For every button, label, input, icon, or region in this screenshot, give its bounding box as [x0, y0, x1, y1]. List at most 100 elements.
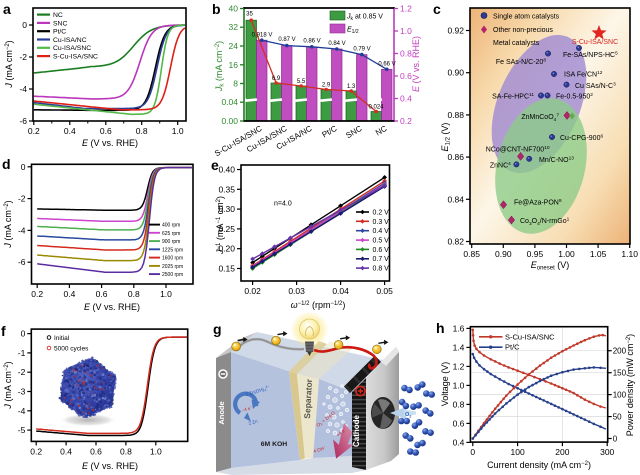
svg-text:0.8: 0.8 [400, 49, 412, 59]
svg-text:0.4: 0.4 [63, 289, 75, 299]
svg-text:Anode: Anode [217, 401, 226, 424]
svg-text:−4 e−: −4 e− [241, 405, 253, 413]
svg-text:1.3: 1.3 [347, 84, 356, 90]
svg-text:0.86: 0.86 [447, 152, 464, 162]
svg-text:625 rpm: 625 rpm [162, 231, 180, 237]
svg-text:0.35: 0.35 [218, 184, 235, 194]
svg-text:0.84 V: 0.84 V [328, 41, 345, 47]
svg-text:1600 rpm: 1600 rpm [162, 256, 183, 262]
svg-text:Metal catalysts: Metal catalysts [493, 40, 540, 47]
svg-text:E1/2: E1/2 [347, 27, 359, 36]
svg-text:-2: -2 [18, 194, 26, 204]
svg-text:Current density (mA cm−2): Current density (mA cm−2) [487, 460, 591, 470]
svg-text:400 rpm: 400 rpm [162, 223, 180, 229]
svg-text:0.8: 0.8 [128, 289, 140, 299]
svg-text:Cathode: Cathode [352, 414, 361, 447]
svg-text:0.04: 0.04 [332, 286, 349, 296]
svg-text:1.0: 1.0 [400, 26, 412, 36]
svg-text:0: 0 [613, 435, 618, 444]
svg-text:S-Cu-ISA/SNC: S-Cu-ISA/SNC [572, 39, 618, 46]
svg-text:0.02: 0.02 [244, 286, 261, 296]
svg-text:1.00: 1.00 [558, 249, 575, 259]
svg-text:0.4: 0.4 [60, 446, 72, 456]
svg-text:J−1 (mA−1 cm2): J−1 (mA−1 cm2) [215, 196, 225, 255]
svg-text:-2: -2 [18, 367, 26, 377]
svg-text:J (mA cm−2): J (mA cm−2) [4, 40, 14, 88]
svg-text:E (V vs. RHE): E (V vs. RHE) [84, 302, 140, 312]
svg-text:Jk at 0.85 V: Jk at 0.85 V [346, 14, 383, 23]
svg-text:16: 16 [229, 60, 239, 70]
svg-text:1.6: 1.6 [453, 323, 465, 333]
svg-text:f: f [1, 323, 6, 339]
svg-text:1.4: 1.4 [453, 342, 465, 352]
svg-text:1.0: 1.0 [150, 446, 162, 456]
svg-text:ZnMnCoO47: ZnMnCoO47 [521, 113, 559, 124]
svg-text:0.2: 0.2 [31, 289, 43, 299]
svg-text:32: 32 [229, 22, 239, 32]
svg-text:5.5: 5.5 [297, 79, 306, 85]
svg-text:0.15: 0.15 [218, 264, 235, 274]
svg-text:0.95: 0.95 [527, 249, 544, 259]
svg-text:2500 rpm: 2500 rpm [162, 272, 183, 278]
svg-text:Fe-SAs/NPS-HC5: Fe-SAs/NPS-HC5 [563, 51, 618, 60]
svg-text:0.4: 0.4 [64, 126, 76, 136]
svg-text:0.84: 0.84 [447, 194, 464, 204]
svg-text:Power density (mW cm−2): Power density (mW cm−2) [625, 334, 635, 436]
svg-text:+4 e−: +4 e− [335, 427, 347, 438]
svg-text:-4: -4 [18, 225, 26, 235]
svg-text:-4: -4 [19, 84, 27, 94]
svg-text:0.6: 0.6 [96, 289, 108, 299]
svg-text:E1/2 (V): E1/2 (V) [440, 123, 452, 152]
svg-text:6.9: 6.9 [272, 76, 281, 82]
svg-text:Jk (mA cm−2): Jk (mA cm−2) [214, 41, 226, 92]
svg-text:-5: -5 [18, 425, 26, 435]
svg-text:300: 300 [600, 447, 614, 457]
svg-text:SNC: SNC [53, 20, 67, 27]
svg-text:-4: -4 [18, 406, 26, 416]
svg-text:0: 0 [21, 162, 26, 172]
svg-text:5000 cycles: 5000 cycles [54, 346, 89, 353]
svg-text:24: 24 [229, 41, 239, 51]
svg-text:0.25: 0.25 [218, 224, 235, 234]
svg-text:1.0: 1.0 [453, 380, 465, 390]
svg-text:e: e [211, 157, 219, 173]
svg-text:40: 40 [229, 4, 239, 14]
svg-text:1.10: 1.10 [621, 249, 638, 259]
svg-text:ISA Fe/CN12: ISA Fe/CN12 [564, 70, 603, 79]
svg-text:ZnNC4: ZnNC4 [490, 161, 511, 170]
svg-text:Pt/C: Pt/C [505, 343, 520, 352]
svg-text:0.6: 0.6 [400, 71, 412, 81]
svg-text:J (mA cm−2): J (mA cm−2) [3, 200, 13, 248]
svg-text:200: 200 [613, 347, 627, 356]
svg-text:150: 150 [613, 369, 627, 378]
svg-text:E (V vs. RHE): E (V vs. RHE) [82, 138, 138, 148]
svg-text:0.90: 0.90 [495, 249, 512, 259]
svg-text:O2: O2 [405, 412, 412, 419]
svg-text:1.05: 1.05 [590, 249, 607, 259]
svg-text:1.2: 1.2 [400, 4, 412, 14]
svg-text:1.0: 1.0 [160, 289, 172, 299]
svg-text:-1: -1 [18, 348, 26, 358]
svg-text:0.8: 0.8 [453, 399, 465, 409]
svg-text:g: g [213, 321, 222, 337]
svg-text:Voltage (V): Voltage (V) [440, 362, 450, 407]
svg-text:1225 rpm: 1225 rpm [162, 247, 183, 253]
svg-text:0.85: 0.85 [463, 249, 480, 259]
svg-text:0.024: 0.024 [368, 105, 384, 111]
svg-text:0.40: 0.40 [218, 165, 235, 175]
svg-text:0.4 V: 0.4 V [373, 228, 390, 235]
svg-text:Other non-precious: Other non-precious [493, 27, 553, 34]
svg-text:2 Zn: 2 Zn [248, 418, 259, 425]
svg-text:0.20: 0.20 [218, 244, 235, 254]
svg-text:0.2 V: 0.2 V [373, 210, 390, 217]
svg-text:0.2: 0.2 [28, 126, 40, 136]
svg-text:0.66 V: 0.66 V [378, 62, 395, 68]
svg-text:50: 50 [613, 413, 622, 422]
svg-text:2.9: 2.9 [322, 83, 331, 89]
svg-text:-2: -2 [19, 52, 27, 62]
svg-text:35: 35 [246, 12, 253, 18]
svg-text:Eoneset (V): Eoneset (V) [531, 260, 570, 272]
svg-text:0.05: 0.05 [376, 286, 393, 296]
svg-text:0.2: 0.2 [30, 446, 42, 456]
svg-text:c: c [433, 1, 441, 17]
